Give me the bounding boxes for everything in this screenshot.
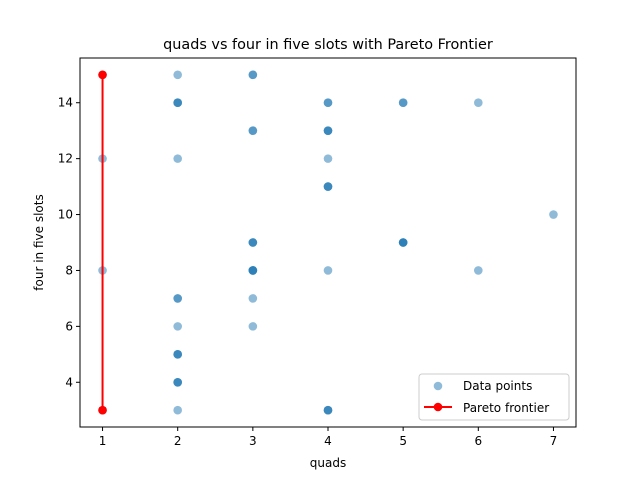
- data-point: [248, 238, 258, 247]
- legend-label-data-points: Data points: [463, 379, 532, 393]
- legend-marker-data-points: [433, 381, 443, 391]
- data-point: [323, 154, 333, 163]
- data-point: [173, 405, 182, 415]
- data-point: [323, 182, 333, 191]
- data-point: [173, 294, 182, 303]
- x-tick-label: 5: [399, 434, 407, 448]
- data-point: [474, 98, 483, 108]
- x-tick-label: 3: [249, 434, 257, 448]
- legend-box: [418, 373, 570, 421]
- x-axis-label: quads: [310, 456, 346, 470]
- x-tick-label: 1: [99, 434, 107, 448]
- data-point: [173, 154, 182, 163]
- pareto-frontier-point: [98, 70, 107, 80]
- data-point: [474, 266, 483, 275]
- data-point: [398, 98, 408, 108]
- y-tick-label: 10: [58, 208, 73, 222]
- x-tick-label: 4: [324, 434, 332, 448]
- legend-label-pareto-frontier: Pareto frontier: [463, 401, 549, 415]
- data-point: [173, 322, 182, 331]
- y-tick-label: 6: [65, 319, 73, 333]
- x-tick-label: 7: [550, 434, 558, 448]
- data-point: [323, 98, 333, 108]
- chart-title: quads vs four in five slots with Pareto …: [163, 37, 493, 53]
- data-point: [173, 377, 182, 387]
- y-axis-label: four in five slots: [32, 194, 46, 290]
- data-point: [173, 350, 182, 359]
- data-point: [248, 126, 258, 135]
- data-point: [323, 126, 333, 135]
- data-point: [549, 210, 558, 219]
- data-point: [248, 294, 258, 303]
- data-point: [248, 322, 258, 331]
- y-tick-label: 4: [65, 375, 73, 389]
- pareto-frontier-point: [98, 405, 107, 415]
- legend: Data points Pareto frontier: [418, 373, 570, 421]
- data-point: [248, 266, 258, 275]
- x-tick-label: 2: [174, 434, 182, 448]
- y-tick-label: 8: [65, 263, 73, 277]
- data-point: [323, 266, 333, 275]
- y-tick-label: 14: [58, 96, 73, 110]
- data-point: [173, 70, 182, 80]
- x-tick-label: 6: [474, 434, 482, 448]
- legend-marker-pareto-frontier: [433, 402, 443, 412]
- data-point: [173, 98, 182, 108]
- data-point: [248, 70, 258, 80]
- data-point: [323, 405, 333, 415]
- y-tick-label: 12: [58, 152, 73, 166]
- data-point: [398, 238, 408, 247]
